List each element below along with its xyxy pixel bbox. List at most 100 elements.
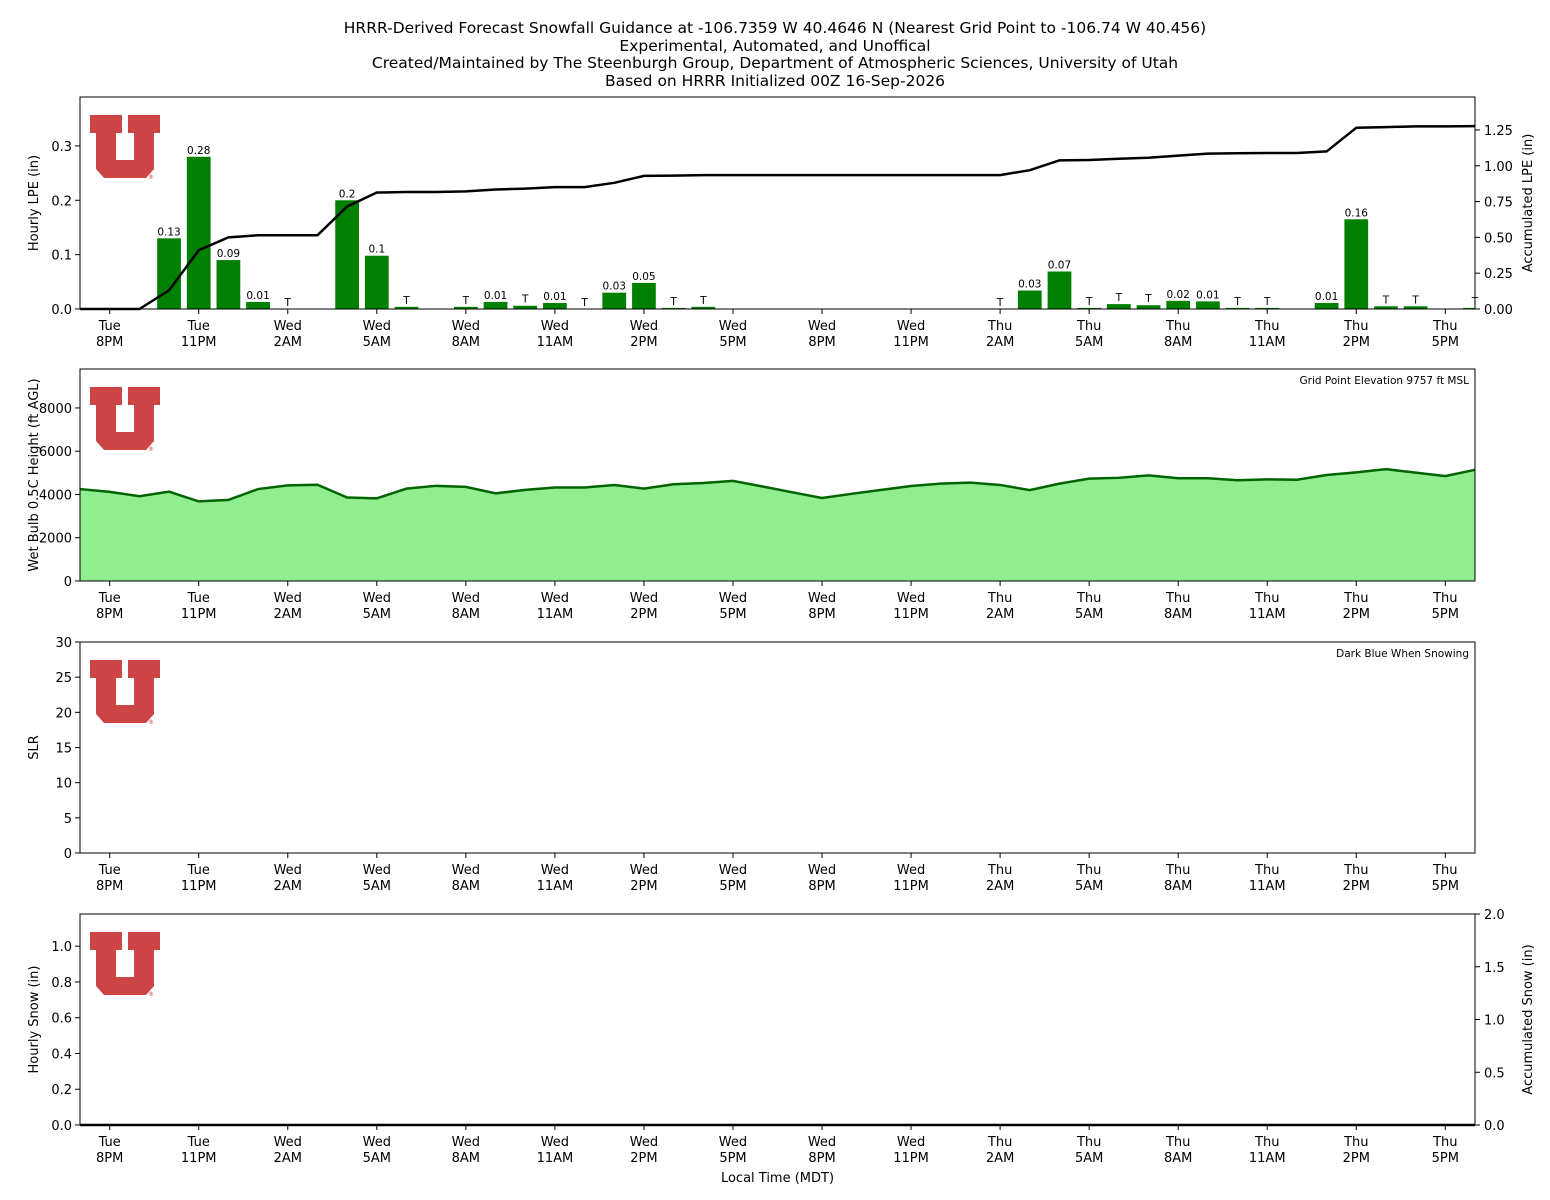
lpe-bar-label: T bbox=[462, 295, 470, 307]
x-tick-day: Tue bbox=[187, 863, 210, 878]
x-tick-day: Thu bbox=[1076, 1135, 1101, 1150]
x-tick-day: Wed bbox=[274, 319, 302, 334]
x-tick-day: Wed bbox=[452, 319, 480, 334]
y2-tick-label: 2.0 bbox=[1484, 908, 1505, 923]
x-tick-time: 2PM bbox=[630, 1151, 657, 1166]
x-tick-day: Thu bbox=[987, 863, 1012, 878]
logo-registered-mark: ® bbox=[148, 446, 154, 453]
x-tick-time: 8AM bbox=[1164, 1151, 1192, 1166]
x-tick-day: Wed bbox=[274, 863, 302, 878]
lpe-bar-label: T bbox=[402, 295, 410, 307]
x-tick-day: Tue bbox=[98, 591, 121, 606]
x-tick-time: 2AM bbox=[274, 607, 302, 622]
x-tick-day: Wed bbox=[541, 863, 569, 878]
title-line-4: Based on HRRR Initialized 00Z 16-Sep-202… bbox=[604, 71, 946, 90]
x-tick-time: 8AM bbox=[1164, 607, 1192, 622]
figure-title: HRRR-Derived Forecast Snowfall Guidance … bbox=[0, 19, 1550, 90]
x-tick-time: 8AM bbox=[1164, 335, 1192, 350]
x-tick-day: Wed bbox=[363, 863, 391, 878]
plot-frame bbox=[79, 368, 1476, 582]
x-tick-time: 11AM bbox=[537, 1151, 574, 1166]
y-tick-label: 20 bbox=[55, 706, 72, 721]
x-tick-time: 5PM bbox=[719, 335, 746, 350]
logo-registered-mark: ® bbox=[148, 719, 154, 726]
x-tick-day: Wed bbox=[897, 863, 925, 878]
lpe-bar bbox=[602, 292, 627, 309]
x-tick-day: Thu bbox=[1254, 591, 1279, 606]
title-line-1: HRRR-Derived Forecast Snowfall Guidance … bbox=[343, 19, 1207, 37]
lpe-bar-label: 0.1 bbox=[368, 244, 385, 256]
x-tick-day: Wed bbox=[719, 863, 747, 878]
x-tick-time: 5PM bbox=[719, 879, 746, 894]
x-tick-time: 5PM bbox=[1432, 879, 1459, 894]
y2-axis-label: Accumulated LPE (in) bbox=[1521, 134, 1536, 273]
x-tick-day: Thu bbox=[987, 1135, 1012, 1150]
x-tick-time: 5AM bbox=[363, 1151, 391, 1166]
x-tick-day: Thu bbox=[1076, 591, 1101, 606]
x-tick-time: 2AM bbox=[274, 879, 302, 894]
x-tick-day: Wed bbox=[808, 863, 836, 878]
x-tick-day: Wed bbox=[541, 591, 569, 606]
lpe-bar bbox=[1166, 300, 1191, 309]
y-tick-label: 0.1 bbox=[51, 249, 72, 264]
y2-axis-label: Accumulated Snow (in) bbox=[1521, 944, 1536, 1094]
x-tick-day: Wed bbox=[363, 1135, 391, 1150]
lpe-bar bbox=[1047, 271, 1072, 309]
lpe-bar-label: 0.07 bbox=[1048, 259, 1071, 271]
x-tick-day: Tue bbox=[98, 319, 121, 334]
x-axis-label: Local Time (MDT) bbox=[721, 1171, 834, 1186]
x-tick-day: Wed bbox=[452, 1135, 480, 1150]
x-tick-day: Thu bbox=[1254, 863, 1279, 878]
x-tick-day: Wed bbox=[363, 319, 391, 334]
x-tick-day: Tue bbox=[187, 591, 210, 606]
panel-annotation: Dark Blue When Snowing bbox=[1336, 648, 1469, 660]
x-tick-day: Wed bbox=[541, 1135, 569, 1150]
lpe-bar bbox=[246, 301, 270, 309]
y-tick-label: 10 bbox=[55, 777, 72, 792]
x-tick-time: 5PM bbox=[719, 607, 746, 622]
lpe-bar-label: T bbox=[580, 297, 588, 309]
lpe-bar-label: 0.05 bbox=[632, 271, 655, 283]
x-tick-day: Wed bbox=[719, 1135, 747, 1150]
lpe-bar bbox=[1463, 307, 1475, 309]
lpe-bar-label: T bbox=[699, 295, 707, 307]
x-tick-day: Wed bbox=[363, 591, 391, 606]
y2-tick-label: 0.75 bbox=[1484, 196, 1513, 211]
x-tick-time: 11PM bbox=[181, 879, 217, 894]
x-tick-time: 5AM bbox=[1075, 879, 1103, 894]
x-tick-time: 2AM bbox=[986, 1151, 1014, 1166]
x-tick-day: Tue bbox=[187, 319, 210, 334]
y-tick-label: 5 bbox=[64, 812, 72, 827]
y-axis-label: Wet Bulb 0.5C Height (ft AGL) bbox=[27, 378, 42, 571]
y2-tick-label: 0.0 bbox=[1484, 1119, 1505, 1134]
x-tick-day: Thu bbox=[987, 319, 1012, 334]
x-tick-time: 5AM bbox=[363, 335, 391, 350]
x-tick-day: Wed bbox=[897, 591, 925, 606]
x-tick-day: Wed bbox=[274, 1135, 302, 1150]
x-tick-time: 5AM bbox=[1075, 335, 1103, 350]
lpe-bar bbox=[1196, 301, 1220, 309]
x-tick-day: Wed bbox=[897, 1135, 925, 1150]
logo-u-shape bbox=[90, 932, 160, 995]
plot-frame bbox=[79, 641, 1476, 854]
lpe-bar-label: 0.01 bbox=[543, 291, 566, 303]
university-logo-2: ® bbox=[90, 660, 160, 726]
x-tick-day: Thu bbox=[1343, 319, 1368, 334]
logo-registered-mark: ® bbox=[148, 991, 154, 998]
university-logo-3: ® bbox=[90, 932, 160, 998]
lpe-bar bbox=[1374, 306, 1398, 309]
x-tick-time: 11PM bbox=[181, 1151, 217, 1166]
lpe-bar-label: T bbox=[1233, 296, 1241, 308]
x-tick-time: 8PM bbox=[96, 607, 123, 622]
lpe-bar bbox=[335, 200, 359, 309]
x-tick-time: 5PM bbox=[1432, 1151, 1459, 1166]
x-tick-day: Thu bbox=[1165, 319, 1190, 334]
x-tick-time: 11PM bbox=[893, 879, 929, 894]
plot-frame bbox=[79, 913, 1476, 1126]
x-tick-time: 11AM bbox=[1249, 607, 1286, 622]
x-tick-time: 5AM bbox=[1075, 1151, 1103, 1166]
lpe-bar-label: 0.03 bbox=[1018, 279, 1041, 291]
x-tick-time: 11AM bbox=[537, 335, 574, 350]
x-tick-day: Wed bbox=[808, 319, 836, 334]
x-tick-time: 8PM bbox=[808, 335, 835, 350]
